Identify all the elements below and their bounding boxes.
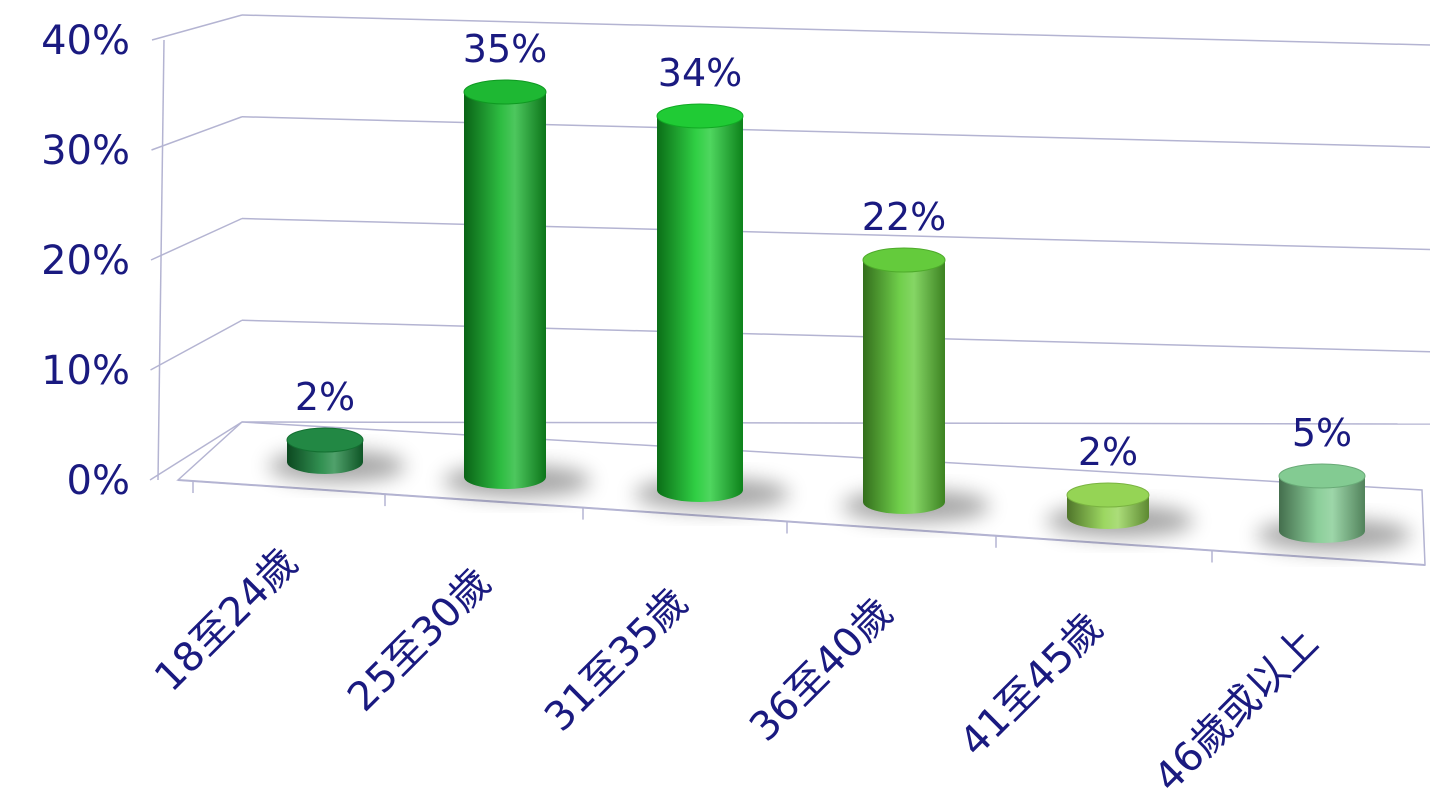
gridline	[241, 116, 1431, 148]
bar	[1046, 482, 1194, 537]
bar-body	[657, 116, 743, 502]
bar-top	[286, 427, 364, 453]
x-tick-label: 18至24歲	[146, 540, 307, 701]
x-tick-label: 46歲或以上	[1145, 620, 1327, 802]
y-tick-label: 10%	[41, 348, 130, 394]
bar	[1256, 463, 1412, 551]
gridline-wall	[149, 421, 243, 481]
y-tick-label: 0%	[67, 458, 130, 504]
gridline-wall	[150, 319, 243, 371]
x-tick-label: 41至45歲	[951, 605, 1112, 766]
gridline	[241, 217, 1431, 251]
data-label: 22%	[862, 195, 946, 239]
bar	[268, 427, 406, 482]
data-label: 34%	[658, 51, 742, 95]
gridline	[241, 14, 1431, 46]
bar	[842, 247, 990, 522]
y-tick-label: 20%	[41, 238, 130, 284]
bar	[634, 103, 790, 510]
data-label: 5%	[1292, 411, 1352, 455]
y-axis-line	[157, 39, 165, 481]
bar-body	[1279, 476, 1365, 543]
y-tick-label: 40%	[41, 18, 130, 64]
x-tick-label: 25至30歲	[339, 560, 500, 721]
bar-body	[863, 260, 945, 514]
gridline-wall	[150, 217, 243, 261]
gridline-wall	[151, 14, 243, 41]
y-tick-label: 30%	[41, 128, 130, 174]
data-label: 35%	[463, 27, 547, 71]
x-tick-label: 31至35歲	[536, 580, 697, 741]
gridline-wall	[151, 116, 243, 151]
bar-top	[463, 79, 547, 105]
bar-top	[1278, 463, 1366, 489]
gridline	[241, 319, 1431, 353]
data-label: 2%	[295, 375, 355, 419]
data-label: 2%	[1078, 430, 1138, 474]
x-tick-label: 36至40歲	[741, 590, 902, 751]
bar-top	[862, 247, 946, 273]
gridline	[241, 421, 1431, 425]
bar	[443, 79, 591, 497]
bar-top	[656, 103, 744, 129]
x-axis-line	[177, 479, 1426, 566]
bar-body	[464, 92, 546, 489]
bar-top	[1066, 482, 1150, 508]
